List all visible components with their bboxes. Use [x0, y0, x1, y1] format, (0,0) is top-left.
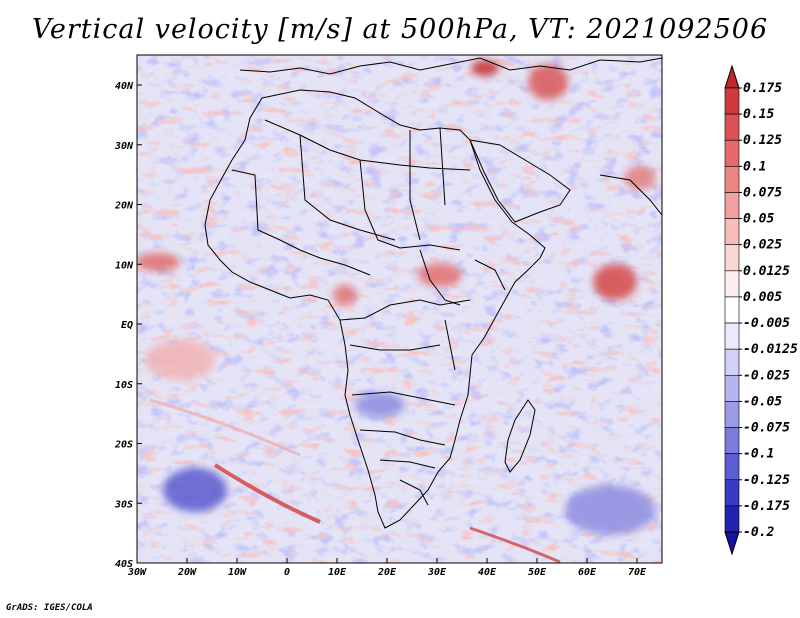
colorbar-label: 0.125 [743, 133, 782, 148]
lon-tick-label: 20W [177, 567, 197, 578]
colorbar-segment [724, 505, 740, 533]
colorbar-segment [724, 322, 740, 350]
plot-frame [136, 54, 663, 564]
lon-tick-label: 10W [228, 567, 247, 578]
colorbar-label: 0.1 [743, 159, 766, 174]
lon-tick-label: 60E [578, 567, 597, 578]
lat-tick-label: 10N [115, 260, 134, 271]
lon-tick-label: 50E [528, 567, 547, 578]
colorbar-label: -0.125 [743, 473, 790, 488]
colorbar-label: 0.0125 [743, 264, 790, 279]
colorbar-segment [724, 244, 740, 272]
lat-tick-label: EQ [121, 320, 133, 331]
longitude-axis: 30W 20W 10W 0 10E 20E 30E 40E 50E 60E 70E [127, 558, 647, 578]
coastlines [204, 57, 662, 529]
colorbar-segment [724, 348, 740, 376]
colorbar-segment [724, 192, 740, 219]
colorbar-segment [724, 166, 740, 193]
colorbar-label: 0.075 [743, 185, 782, 200]
colorbar-label: 0.15 [743, 107, 774, 122]
colorbar: 0.175 0.15 0.125 0.1 0.075 0.05 0.025 0.0125 0.0… [724, 64, 798, 556]
colorbar-label: -0.1 [743, 447, 774, 462]
colorbar-segment [724, 374, 740, 402]
lon-tick-label: 20E [377, 567, 397, 578]
colorbar-min-arrow [724, 531, 740, 556]
colorbar-segment [724, 427, 740, 454]
map-title: Vertical velocity [m/s] at 500hPa, VT: 2… [31, 14, 769, 45]
colorbar-label: 0.025 [743, 238, 782, 253]
colorbar-segment [724, 218, 740, 246]
colorbar-label: -0.025 [743, 368, 790, 383]
colorbar-segment [724, 113, 740, 141]
lat-tick-label: 40S [115, 559, 133, 570]
lat-tick-label: 30N [114, 141, 134, 152]
colorbar-label: -0.05 [743, 394, 782, 409]
colorbar-segment [724, 453, 740, 481]
colorbar-segment [724, 296, 740, 324]
colorbar-label: -0.005 [743, 316, 790, 331]
colorbar-label: -0.0125 [743, 342, 798, 357]
colorbar-max-arrow [724, 64, 740, 89]
colorbar-segment [724, 401, 740, 428]
colorbar-label: 0.005 [743, 290, 782, 305]
lat-tick-label: 10S [115, 380, 133, 391]
lon-tick-label: 40E [478, 567, 497, 578]
grads-credit: GrADS: IGES/COLA [6, 603, 93, 613]
colorbar-label: 0.05 [743, 212, 774, 227]
lon-tick-label: 30E [427, 567, 447, 578]
colorbar-segment [724, 139, 740, 167]
colorbar-label: -0.2 [743, 525, 774, 540]
lon-tick-label: 70E [628, 567, 647, 578]
colorbar-label: -0.175 [743, 499, 790, 514]
colorbar-label: 0.175 [743, 81, 782, 96]
lat-tick-label: 30S [114, 499, 133, 510]
vertical-velocity-field [137, 55, 662, 563]
latitude-axis: 40N 30N 20N 10N EQ 10S 20S 30S 40S [114, 81, 142, 570]
lon-tick-label: 10E [328, 567, 347, 578]
colorbar-label: -0.075 [743, 421, 790, 436]
colorbar-segment [724, 479, 740, 507]
lon-tick-label: 0 [284, 567, 290, 578]
lon-tick-label: 30W [127, 567, 147, 578]
colorbar-segment [724, 270, 740, 298]
colorbar-segment [724, 87, 740, 115]
lat-tick-label: 20N [114, 201, 134, 212]
lat-tick-label: 20S [114, 440, 133, 451]
lat-tick-label: 40N [115, 81, 134, 92]
